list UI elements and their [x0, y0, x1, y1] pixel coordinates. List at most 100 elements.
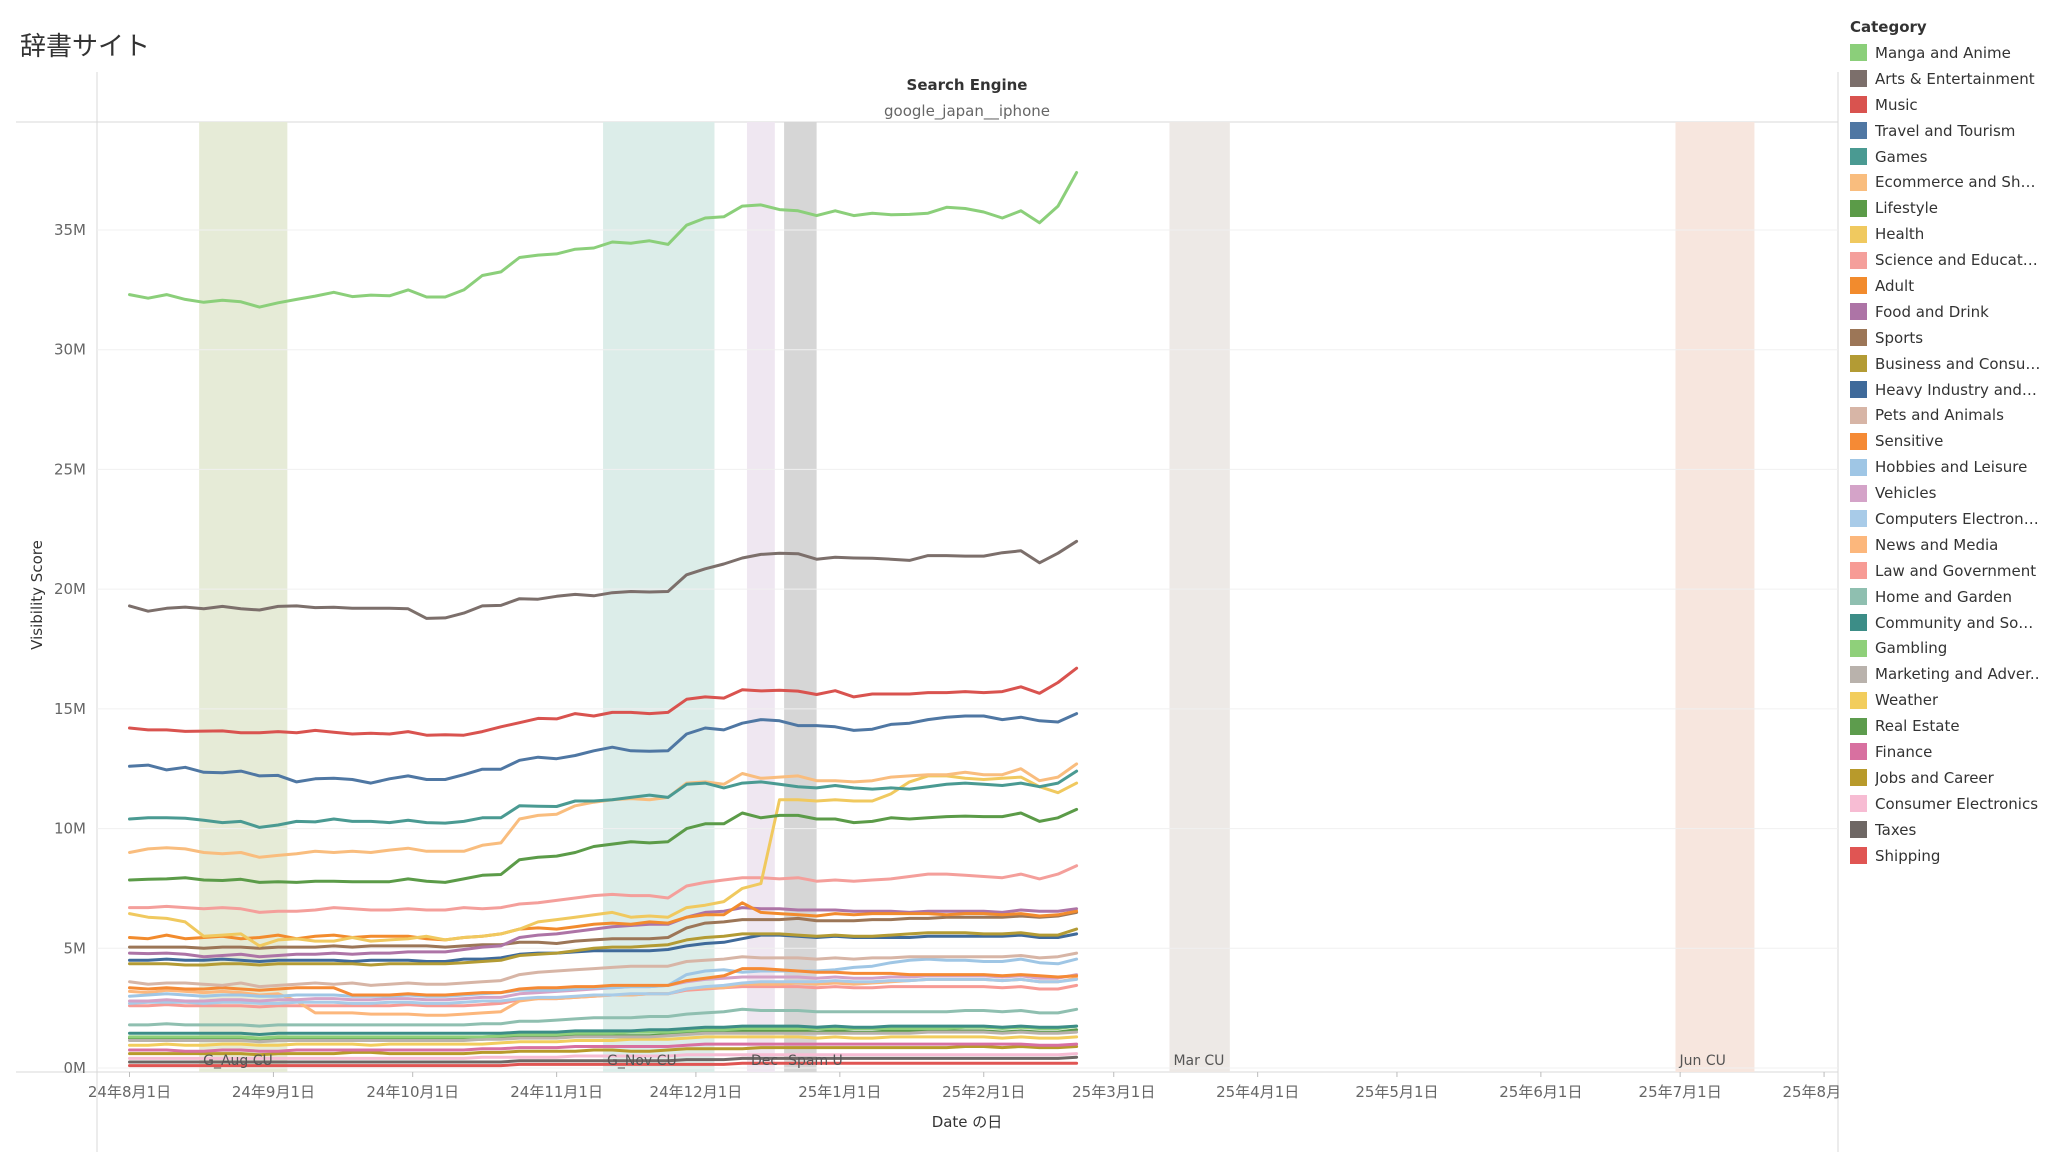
legend-item[interactable]: Sports [1846, 325, 2046, 351]
legend-item[interactable]: Shipping [1846, 843, 2046, 869]
legend-title: Category [1850, 18, 1927, 36]
legend-swatch [1850, 665, 1867, 683]
legend-item[interactable]: Arts & Entertainment [1846, 66, 2046, 92]
series-line-lifestyle[interactable] [128, 807, 1079, 884]
series-line-consumer-electronics[interactable] [128, 1052, 1079, 1060]
legend-swatch [1850, 510, 1867, 528]
legend-item[interactable]: Heavy Industry and E.. [1846, 377, 2046, 403]
legend-item[interactable]: Gambling [1846, 635, 2046, 661]
legend-item[interactable]: Food and Drink [1846, 299, 2046, 325]
legend-item[interactable]: Lifestyle [1846, 195, 2046, 221]
series-line-taxes[interactable] [128, 1055, 1079, 1064]
legend-item[interactable]: Weather [1846, 687, 2046, 713]
legend-item[interactable]: Vehicles [1846, 480, 2046, 506]
legend-item[interactable]: Pets and Animals [1846, 402, 2046, 428]
legend-swatch [1850, 329, 1867, 347]
band-2 [746, 122, 775, 1072]
legend-label: Hobbies and Leisure [1875, 458, 2028, 477]
legend-label: Adult [1875, 276, 1915, 295]
legend-swatch [1850, 769, 1867, 787]
series-line-adult[interactable] [128, 901, 1079, 942]
legend-item[interactable]: Law and Government [1846, 558, 2046, 584]
x-tick-label: 24年12月1日 [650, 1083, 743, 1101]
series-line-finance[interactable] [128, 1042, 1079, 1053]
series-line-sports[interactable] [128, 910, 1079, 950]
series-line-jobs-and-career[interactable] [128, 1045, 1079, 1057]
x-tick-label: 25年4月1日 [1216, 1083, 1299, 1101]
x-tick-label: 24年9月1日 [232, 1083, 315, 1101]
series-line-business-and-consum-[interactable] [128, 927, 1079, 967]
series-line-community-and-socie-[interactable] [128, 1024, 1079, 1036]
header-title: Search Engine [907, 76, 1028, 94]
series-line-pets-and-animals[interactable] [128, 951, 1079, 989]
legend-item[interactable]: Consumer Electronics [1846, 791, 2046, 817]
series-line-sensitive[interactable] [128, 967, 1079, 997]
legend-item[interactable]: Games [1846, 144, 2046, 170]
legend-item[interactable]: Health [1846, 221, 2046, 247]
legend-item[interactable]: Taxes [1846, 817, 2046, 843]
legend-item[interactable]: Marketing and Adver.. [1846, 661, 2046, 687]
legend-swatch [1850, 691, 1867, 709]
legend-item[interactable]: Real Estate [1846, 713, 2046, 739]
legend-item[interactable]: Community and Socie.. [1846, 610, 2046, 636]
series-line-travel-and-tourism[interactable] [128, 712, 1079, 785]
legend-label: Food and Drink [1875, 302, 1989, 321]
series-line-games[interactable] [128, 769, 1079, 829]
legend-swatch [1850, 588, 1867, 606]
legend-item[interactable]: Finance [1846, 739, 2046, 765]
legend-swatch [1850, 96, 1867, 114]
legend-swatch [1850, 277, 1867, 295]
series-line-hobbies-and-leisure[interactable] [128, 957, 1079, 998]
x-axis-title: Date の日 [932, 1113, 1003, 1131]
series-line-shipping[interactable] [128, 1061, 1079, 1068]
band-0 [199, 122, 288, 1072]
legend-label: Taxes [1875, 820, 1917, 839]
legend-label: Music [1875, 95, 1918, 114]
y-tick-label: 35M [54, 221, 86, 239]
series-line-manga-and-anime[interactable] [128, 171, 1079, 309]
legend-swatch [1850, 225, 1867, 243]
legend-label: Marketing and Adver.. [1875, 665, 2040, 684]
legend-item[interactable]: Jobs and Career [1846, 765, 2046, 791]
legend-swatch [1850, 381, 1867, 399]
legend-item[interactable]: News and Media [1846, 532, 2046, 558]
series-line-music[interactable] [128, 666, 1079, 737]
legend-items: Manga and Anime Arts & Entertainment Music… [1846, 40, 2046, 869]
x-tick-label: 25年6月1日 [1499, 1083, 1582, 1101]
series-line-arts-entertainment[interactable] [128, 539, 1079, 620]
series-line-weather[interactable] [128, 1035, 1079, 1047]
series-line-gambling[interactable] [128, 1024, 1079, 1040]
legend-item[interactable]: Hobbies and Leisure [1846, 454, 2046, 480]
series-line-heavy-industry-and-e-[interactable] [128, 932, 1079, 963]
gridlines [97, 229, 1838, 1069]
series-line-science-and-education[interactable] [128, 864, 1079, 914]
legend-swatch [1850, 122, 1867, 140]
series-line-marketing-and-adver-[interactable] [128, 1030, 1079, 1044]
legend-item[interactable]: Travel and Tourism [1846, 118, 2046, 144]
legend-item[interactable]: Home and Garden [1846, 584, 2046, 610]
legend-label: Science and Education [1875, 251, 2041, 270]
legend-label: Health [1875, 225, 1925, 244]
legend-swatch [1850, 199, 1867, 217]
legend-item[interactable]: Science and Education [1846, 247, 2046, 273]
legend-item[interactable]: Ecommerce and Shop.. [1846, 169, 2046, 195]
series-line-health[interactable] [128, 774, 1079, 948]
legend-swatch [1850, 70, 1867, 88]
legend-label: Sensitive [1875, 432, 1944, 451]
legend-item[interactable]: Manga and Anime [1846, 40, 2046, 66]
y-tick-label: 5M [64, 939, 87, 957]
series-line-food-and-drink[interactable] [128, 906, 1079, 959]
legend-item[interactable]: Sensitive [1846, 428, 2046, 454]
band-label-5: Jun CU [1679, 1053, 1726, 1069]
legend-item[interactable]: Business and Consum.. [1846, 351, 2046, 377]
line-chart[interactable]: Search Engine google_japan__iphone G_Aug… [0, 0, 1840, 1152]
legend-swatch [1850, 536, 1867, 554]
legend-label: Business and Consum.. [1875, 354, 2041, 373]
legend-item[interactable]: Adult [1846, 273, 2046, 299]
legend-item[interactable]: Computers Electronic.. [1846, 506, 2046, 532]
legend-label: Manga and Anime [1875, 43, 2011, 62]
chart-frame [16, 72, 1839, 1152]
series-line-home-and-garden[interactable] [128, 1007, 1079, 1028]
legend-item[interactable]: Music [1846, 92, 2046, 118]
series-line-computers-electronic-[interactable] [128, 977, 1079, 1005]
